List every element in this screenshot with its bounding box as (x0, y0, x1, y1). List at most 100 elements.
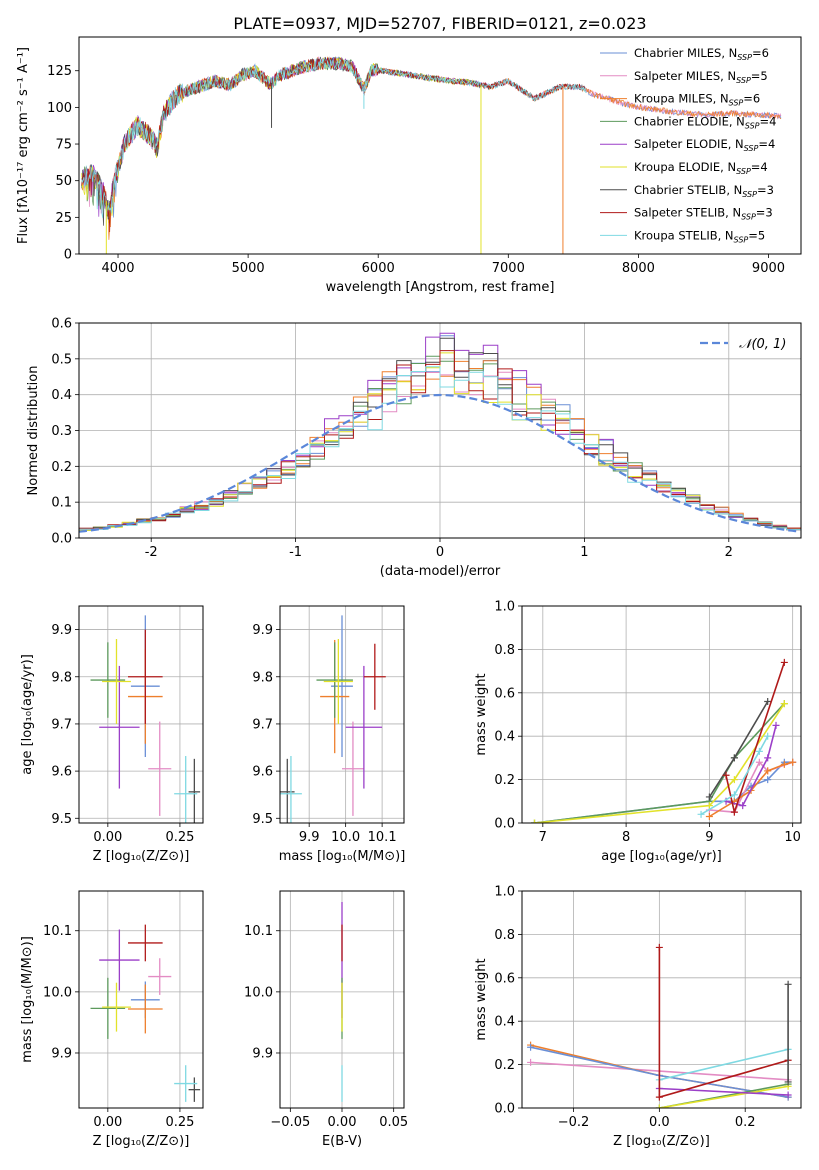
legend-label: Salpeter STELIB, NSSP=3 (634, 206, 773, 222)
weight-marker-kroupa_miles (764, 767, 772, 775)
y-tick-label: 0.4 (494, 1015, 515, 1030)
y-tick-label: 9.6 (51, 765, 72, 780)
axes-frame (521, 605, 802, 824)
x-tick-label: 5000 (232, 261, 265, 276)
weight-marker-salpeter_stelib (780, 658, 788, 666)
legend-label: Chabrier STELIB, NSSP=3 (634, 183, 774, 199)
y-tick-label: 0.2 (494, 1058, 515, 1073)
weight-marker-kroupa_miles (780, 760, 788, 768)
x-axis-label: E(B-V) (322, 1134, 362, 1149)
panel-mass_vs_ebv: −0.05 0.00 0.05 9.9 10.0 10.1 E(B-V) (244, 890, 408, 1149)
weight-marker-kroupa_stelib (755, 747, 763, 755)
spectrum-line-kroupa_stelib (81, 58, 587, 218)
x-tick-label: 0.05 (379, 1115, 408, 1130)
weight-marker-chabrier_stelib (784, 980, 792, 988)
y-tick-label: 0.4 (51, 388, 72, 403)
weight-marker-chabrier_miles (527, 1043, 535, 1051)
x-tick-label: 0.25 (165, 830, 194, 845)
x-tick-label: 4000 (101, 261, 134, 276)
y-axis-label: mass [log₁₀(M/M⊙)] (20, 936, 35, 1063)
x-tick-label: 9.9 (299, 830, 320, 845)
panel-age_vs_Z: 0.00 0.25 9.5 9.6 9.7 9.8 9.9 Z [log₁₀(Z/Z⊙)] ag… (20, 605, 204, 864)
weight-line-chabrier_elodie (534, 703, 785, 823)
x-tick-label: 1 (580, 545, 588, 560)
weight-marker-salpeter_miles (527, 1058, 535, 1066)
y-tick-label: 25 (55, 211, 72, 226)
axes-frame (521, 890, 802, 1109)
y-tick-label: 10.1 (43, 924, 72, 939)
x-axis-label: (data-model)/error (380, 564, 501, 579)
weight-marker-salpeter_stelib (655, 943, 663, 951)
weight-marker-kroupa_stelib (764, 732, 772, 740)
x-tick-label: -1 (289, 545, 302, 560)
y-tick-label: 125 (47, 64, 72, 79)
spectrum-line-salpeter_elodie (81, 56, 483, 221)
x-axis-label: Z [log₁₀(Z/Z⊙)] (93, 1134, 190, 1149)
x-tick-label: 10.0 (331, 830, 360, 845)
weight-line-kroupa_elodie (659, 1085, 789, 1108)
weight-marker-chabrier_stelib (730, 754, 738, 762)
y-tick-label: 9.8 (252, 670, 273, 685)
y-tick-label: 9.8 (51, 670, 72, 685)
panel-residual_histogram: -2 -1 0 1 2 0.0 0.1 0.2 0.3 0.4 0.5 0.6 (data-model)… (26, 317, 802, 579)
y-tick-label: 10.1 (244, 924, 273, 939)
legend-label: 𝒩(0, 1) (739, 337, 786, 352)
y-axis-label: Flux [fλ10⁻¹⁷ erg cm⁻² s⁻¹ A⁻¹] (16, 47, 31, 244)
weight-marker-kroupa_miles (789, 758, 797, 766)
y-tick-label: 0.0 (494, 1102, 515, 1117)
weight-line-salpeter_stelib (725, 662, 786, 816)
axes-frame (78, 36, 802, 255)
weight-line-salpeter_elodie (659, 1087, 789, 1096)
weight-marker-kroupa_elodie (655, 1104, 663, 1108)
y-tick-label: 9.7 (252, 717, 273, 732)
y-tick-label: 9.9 (51, 623, 72, 638)
x-tick-label: 9000 (752, 261, 785, 276)
spectrum-line-kroupa_elodie (81, 57, 483, 224)
weight-marker-chabrier_stelib (784, 1078, 792, 1086)
x-tick-label: -2 (145, 545, 158, 560)
weight-marker-kroupa_elodie (730, 776, 738, 784)
legend-label: Kroupa ELODIE, NSSP=4 (634, 160, 768, 176)
plot-area (90, 924, 201, 1102)
x-tick-label: 6000 (362, 261, 395, 276)
x-tick-label: 10.1 (368, 830, 397, 845)
y-axis-label: mass weight (474, 958, 489, 1040)
x-tick-label: 0.00 (93, 1115, 122, 1130)
weight-line-kroupa_elodie (534, 703, 785, 823)
y-tick-label: 0.5 (51, 352, 72, 367)
x-axis-label: Z [log₁₀(Z/Z⊙)] (613, 1134, 710, 1149)
plot-area (530, 658, 797, 823)
y-tick-label: 9.6 (252, 765, 273, 780)
x-tick-label: 8000 (622, 261, 655, 276)
x-axis-label: age [log₁₀(age/yr)] (601, 849, 722, 864)
panel-weight_vs_age: 7 8 9 10 0.0 0.2 0.4 0.6 0.8 1.0 age [log₁₀(age/yr… (474, 600, 802, 864)
y-axis-label: Normed distribution (26, 366, 41, 496)
axes-frame (78, 890, 204, 1109)
y-tick-label: 1.0 (494, 600, 515, 615)
weight-marker-kroupa_elodie (780, 700, 788, 708)
x-tick-label: 8 (622, 830, 630, 845)
plot-area (90, 615, 201, 823)
x-axis-label: mass [log₁₀(M/M⊙)] (279, 849, 406, 864)
legend-label: Kroupa STELIB, NSSP=5 (634, 228, 765, 244)
plot-area (81, 56, 782, 254)
weight-marker-salpeter_elodie (784, 1091, 792, 1099)
y-tick-label: 0.6 (494, 686, 515, 701)
y-tick-label: 10.0 (43, 985, 72, 1000)
plot-area (527, 943, 792, 1108)
axes-frame (279, 605, 405, 824)
x-tick-label: 0 (436, 545, 444, 560)
histogram-step-kroupa_stelib (79, 366, 801, 531)
weight-marker-chabrier_stelib (764, 697, 772, 705)
weight-marker-salpeter_elodie (772, 721, 780, 729)
y-tick-label: 9.9 (51, 1046, 72, 1061)
y-tick-label: 0.3 (51, 424, 72, 439)
x-tick-label: 7000 (492, 261, 525, 276)
weight-marker-salpeter_miles (755, 758, 763, 766)
y-tick-label: 75 (55, 138, 72, 153)
weight-marker-kroupa_elodie (705, 802, 713, 810)
y-tick-label: 9.9 (252, 623, 273, 638)
weight-line-salpeter_elodie (725, 725, 777, 807)
weight-marker-kroupa_stelib (730, 791, 738, 799)
